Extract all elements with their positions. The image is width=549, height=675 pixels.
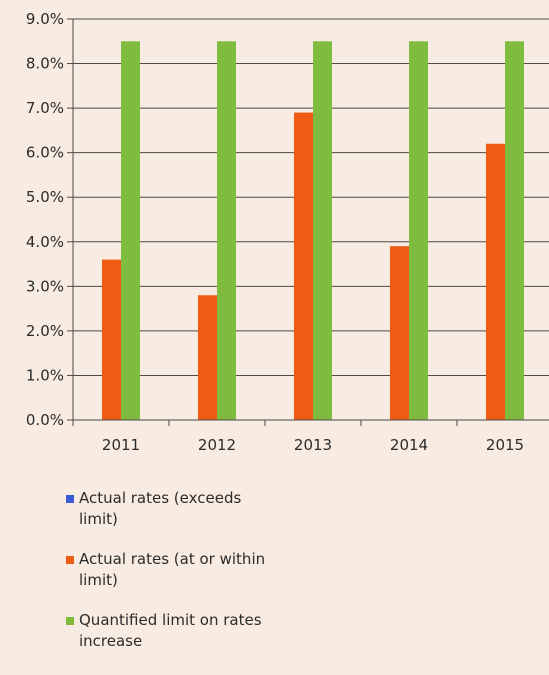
x-tick-label: 2013	[294, 436, 332, 454]
y-tick-label: 4.0%	[26, 233, 64, 251]
y-tick-label: 6.0%	[26, 144, 64, 162]
bars	[102, 41, 524, 421]
y-tick-label: 7.0%	[26, 99, 64, 117]
legend-item-limit: Quantified limit on rates increase	[66, 610, 326, 652]
y-axis-ticks: 0.0% 1.0% 2.0% 3.0% 4.0% 5.0% 6.0% 7.0% 8.0% 9.0%	[26, 10, 73, 429]
y-tick-label: 8.0%	[26, 55, 64, 73]
y-tick-label: 3.0%	[26, 277, 64, 295]
bar-series-2-2012	[217, 41, 236, 421]
legend-swatch-within	[66, 556, 74, 564]
legend-item-within: Actual rates (at or within limit)	[66, 549, 326, 591]
y-tick-label: 2.0%	[26, 322, 64, 340]
legend: Actual rates (exceeds limit) Actual rate…	[66, 488, 326, 671]
bar-series-1-2013	[294, 112, 313, 421]
legend-label-exceeds: Actual rates (exceeds limit)	[79, 489, 242, 528]
axes	[72, 19, 549, 421]
y-tick-label: 1.0%	[26, 366, 64, 384]
bar-series-1-2014	[390, 246, 409, 420]
bar-series-1-2015	[486, 143, 505, 420]
y-tick-label: 5.0%	[26, 188, 64, 206]
y-tick-label: 0.0%	[26, 411, 64, 429]
legend-label-within: Actual rates (at or within limit)	[79, 550, 266, 589]
bar-series-2-2014	[409, 41, 428, 421]
bar-series-2-2011	[121, 41, 140, 421]
y-tick-label: 9.0%	[26, 10, 64, 28]
legend-swatch-exceeds	[66, 495, 74, 503]
bar-series-1-2011	[102, 259, 121, 420]
bar-series-2-2013	[313, 41, 332, 421]
bar-chart: 0.0% 1.0% 2.0% 3.0% 4.0% 5.0% 6.0% 7.0% 8.0% 9.0%…	[26, 10, 549, 454]
legend-label-limit: Quantified limit on rates increase	[79, 611, 262, 650]
legend-item-exceeds: Actual rates (exceeds limit)	[66, 488, 326, 530]
x-tick-label: 2012	[198, 436, 236, 454]
x-tick-label: 2014	[390, 436, 428, 454]
legend-swatch-limit	[66, 617, 74, 625]
x-tick-label: 2015	[486, 436, 524, 454]
x-axis-ticks: 2011 2012 2013 2014 2015	[72, 420, 524, 454]
bar-series-2-2015	[505, 41, 524, 421]
x-tick-label: 2011	[102, 436, 140, 454]
bar-series-1-2012	[198, 295, 217, 420]
